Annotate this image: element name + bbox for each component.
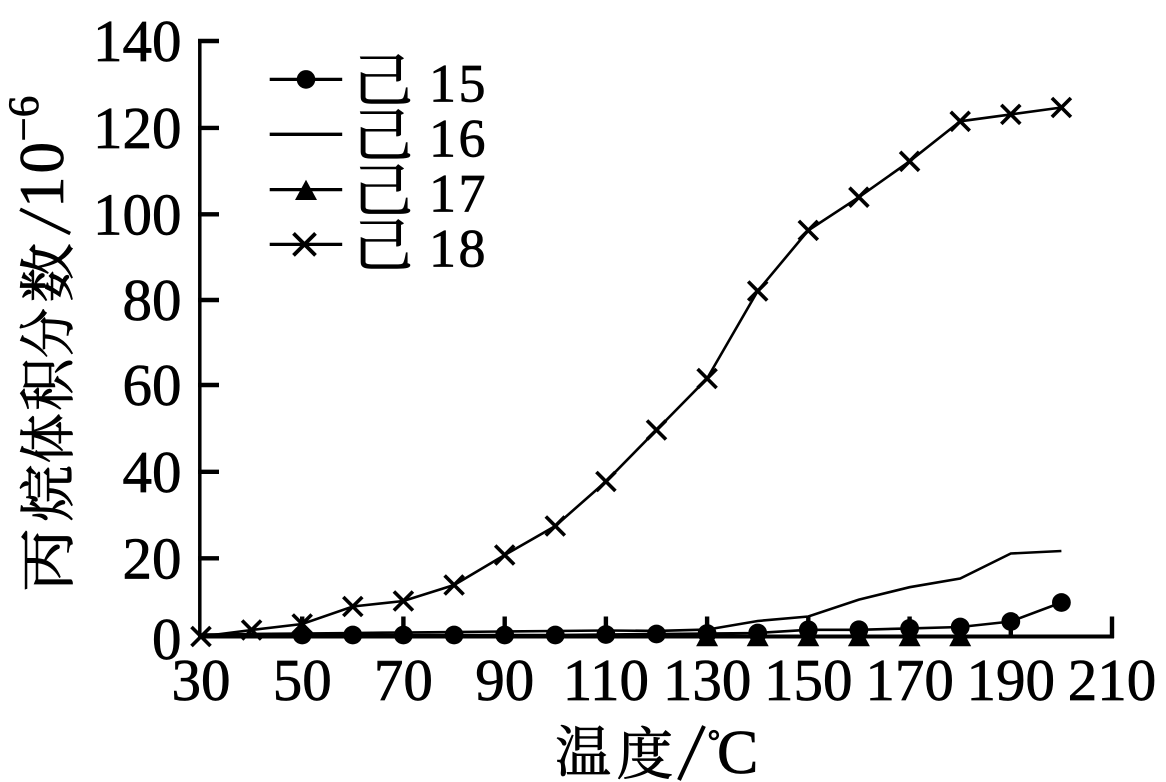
- svg-text:120: 120: [93, 95, 182, 161]
- svg-text:90: 90: [475, 647, 534, 713]
- svg-text:0: 0: [152, 606, 182, 672]
- svg-text:190: 190: [967, 647, 1056, 713]
- svg-text:40: 40: [123, 439, 182, 505]
- svg-text:20: 20: [123, 526, 182, 592]
- svg-text:−6: −6: [1, 96, 48, 142]
- svg-text:60: 60: [123, 352, 182, 418]
- svg-text:16: 16: [429, 108, 488, 168]
- svg-text:80: 80: [123, 267, 182, 333]
- svg-text:210: 210: [1068, 647, 1157, 713]
- svg-text:10: 10: [7, 139, 77, 208]
- svg-text:110: 110: [563, 647, 649, 713]
- svg-text:30: 30: [172, 647, 231, 713]
- svg-text:C: C: [717, 719, 758, 782]
- svg-text:50: 50: [273, 647, 332, 713]
- svg-text:18: 18: [429, 218, 488, 278]
- svg-text:130: 130: [663, 647, 752, 713]
- svg-text:140: 140: [93, 8, 182, 74]
- svg-text:100: 100: [93, 182, 182, 248]
- svg-text:17: 17: [429, 164, 488, 224]
- svg-text:170: 170: [865, 647, 954, 713]
- svg-text:15: 15: [429, 53, 488, 113]
- svg-text:70: 70: [374, 647, 433, 713]
- svg-text:150: 150: [764, 647, 853, 713]
